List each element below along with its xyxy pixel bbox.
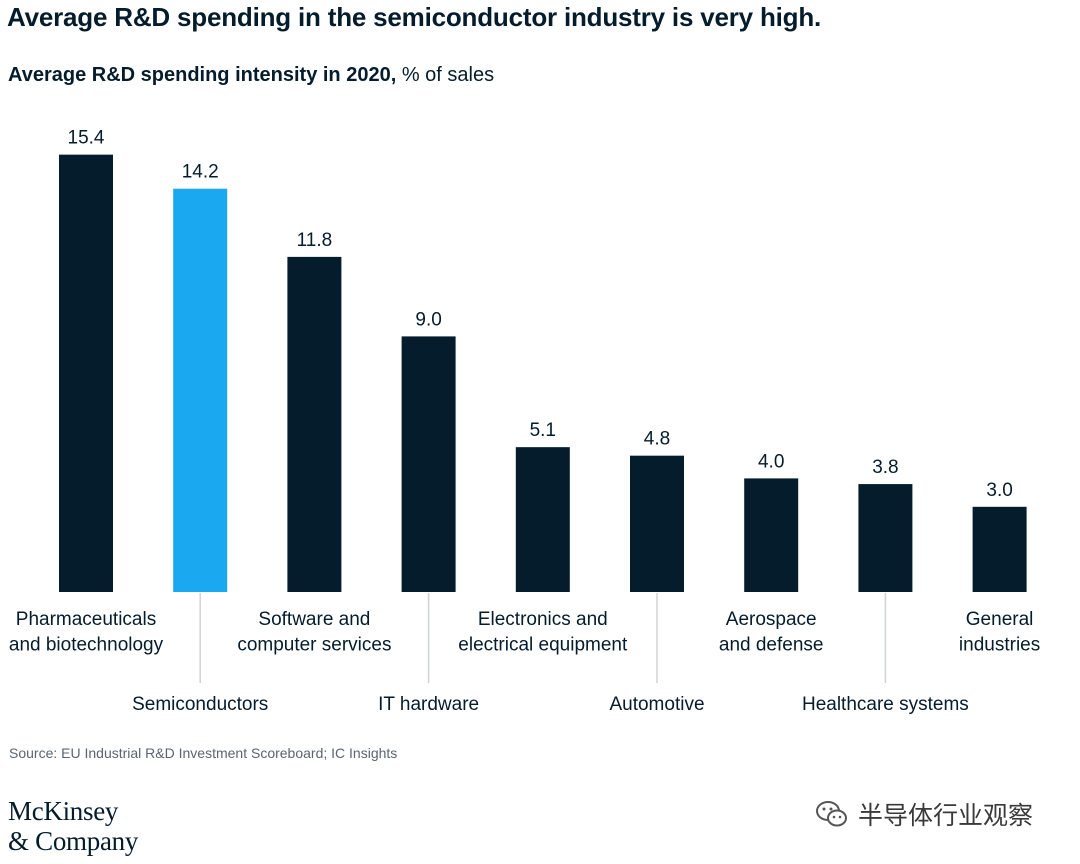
value-label-3: 9.0 [415, 309, 441, 330]
category-label-3-0: IT hardware [378, 694, 479, 715]
value-label-8: 3.0 [986, 480, 1012, 501]
category-label-2-0: Software and [258, 609, 370, 630]
value-label-7: 3.8 [872, 457, 898, 478]
category-label-4-0: Electronics and [478, 609, 608, 630]
value-label-5: 4.8 [644, 429, 670, 450]
watermark-text: 半导体行业观察 [858, 801, 1034, 830]
category-label-2-1: computer services [237, 635, 391, 656]
bar-3 [401, 336, 456, 592]
bar-2 [287, 256, 342, 592]
category-label-0-0: Pharmaceuticals [16, 609, 156, 630]
watermark: 半导体行业观察 [814, 796, 1033, 832]
category-label-0-1: and biotechnology [9, 635, 164, 656]
subtitle-unit: % of sales [396, 64, 495, 86]
category-label-1-0: Semiconductors [132, 694, 268, 715]
wechat-icon [816, 801, 847, 827]
value-label-6: 4.0 [758, 451, 784, 472]
bar-0 [59, 154, 113, 592]
subtitle-bold: Average R&D spending intensity in 2020, [8, 64, 397, 86]
mckinsey-logo: McKinsey & Company [8, 796, 138, 856]
value-label-1: 14.2 [182, 162, 219, 183]
category-label-6-1: and defense [719, 635, 824, 656]
value-label-2: 11.8 [297, 230, 333, 251]
bar-4 [515, 447, 570, 592]
logo-line-2: & Company [8, 826, 139, 856]
value-label-4: 5.1 [530, 420, 556, 441]
category-label-7-0: Healthcare systems [802, 694, 969, 715]
source-note: Source: EU Industrial R&D Investment Sco… [9, 745, 398, 761]
value-label-0: 15.4 [68, 128, 105, 149]
chart-title: Average R&D spending in the semiconducto… [7, 2, 822, 32]
bar-6 [744, 478, 799, 592]
bar-8 [972, 506, 1027, 592]
bar-1 [173, 188, 228, 592]
category-label-4-1: electrical equipment [458, 635, 628, 656]
bar-7 [858, 484, 913, 592]
bar-chart: 15.4 Pharmaceuticals and biotechnology 14.2… [9, 128, 1040, 715]
category-label-8-1: industries [959, 635, 1040, 656]
category-label-6-0: Aerospace [726, 609, 817, 630]
logo-line-1: McKinsey [8, 796, 119, 826]
category-label-8-0: General [966, 609, 1034, 630]
category-label-5-0: Automotive [609, 694, 704, 715]
chart-subtitle: Average R&D spending intensity in 2020, … [8, 64, 494, 87]
bar-5 [630, 455, 684, 592]
